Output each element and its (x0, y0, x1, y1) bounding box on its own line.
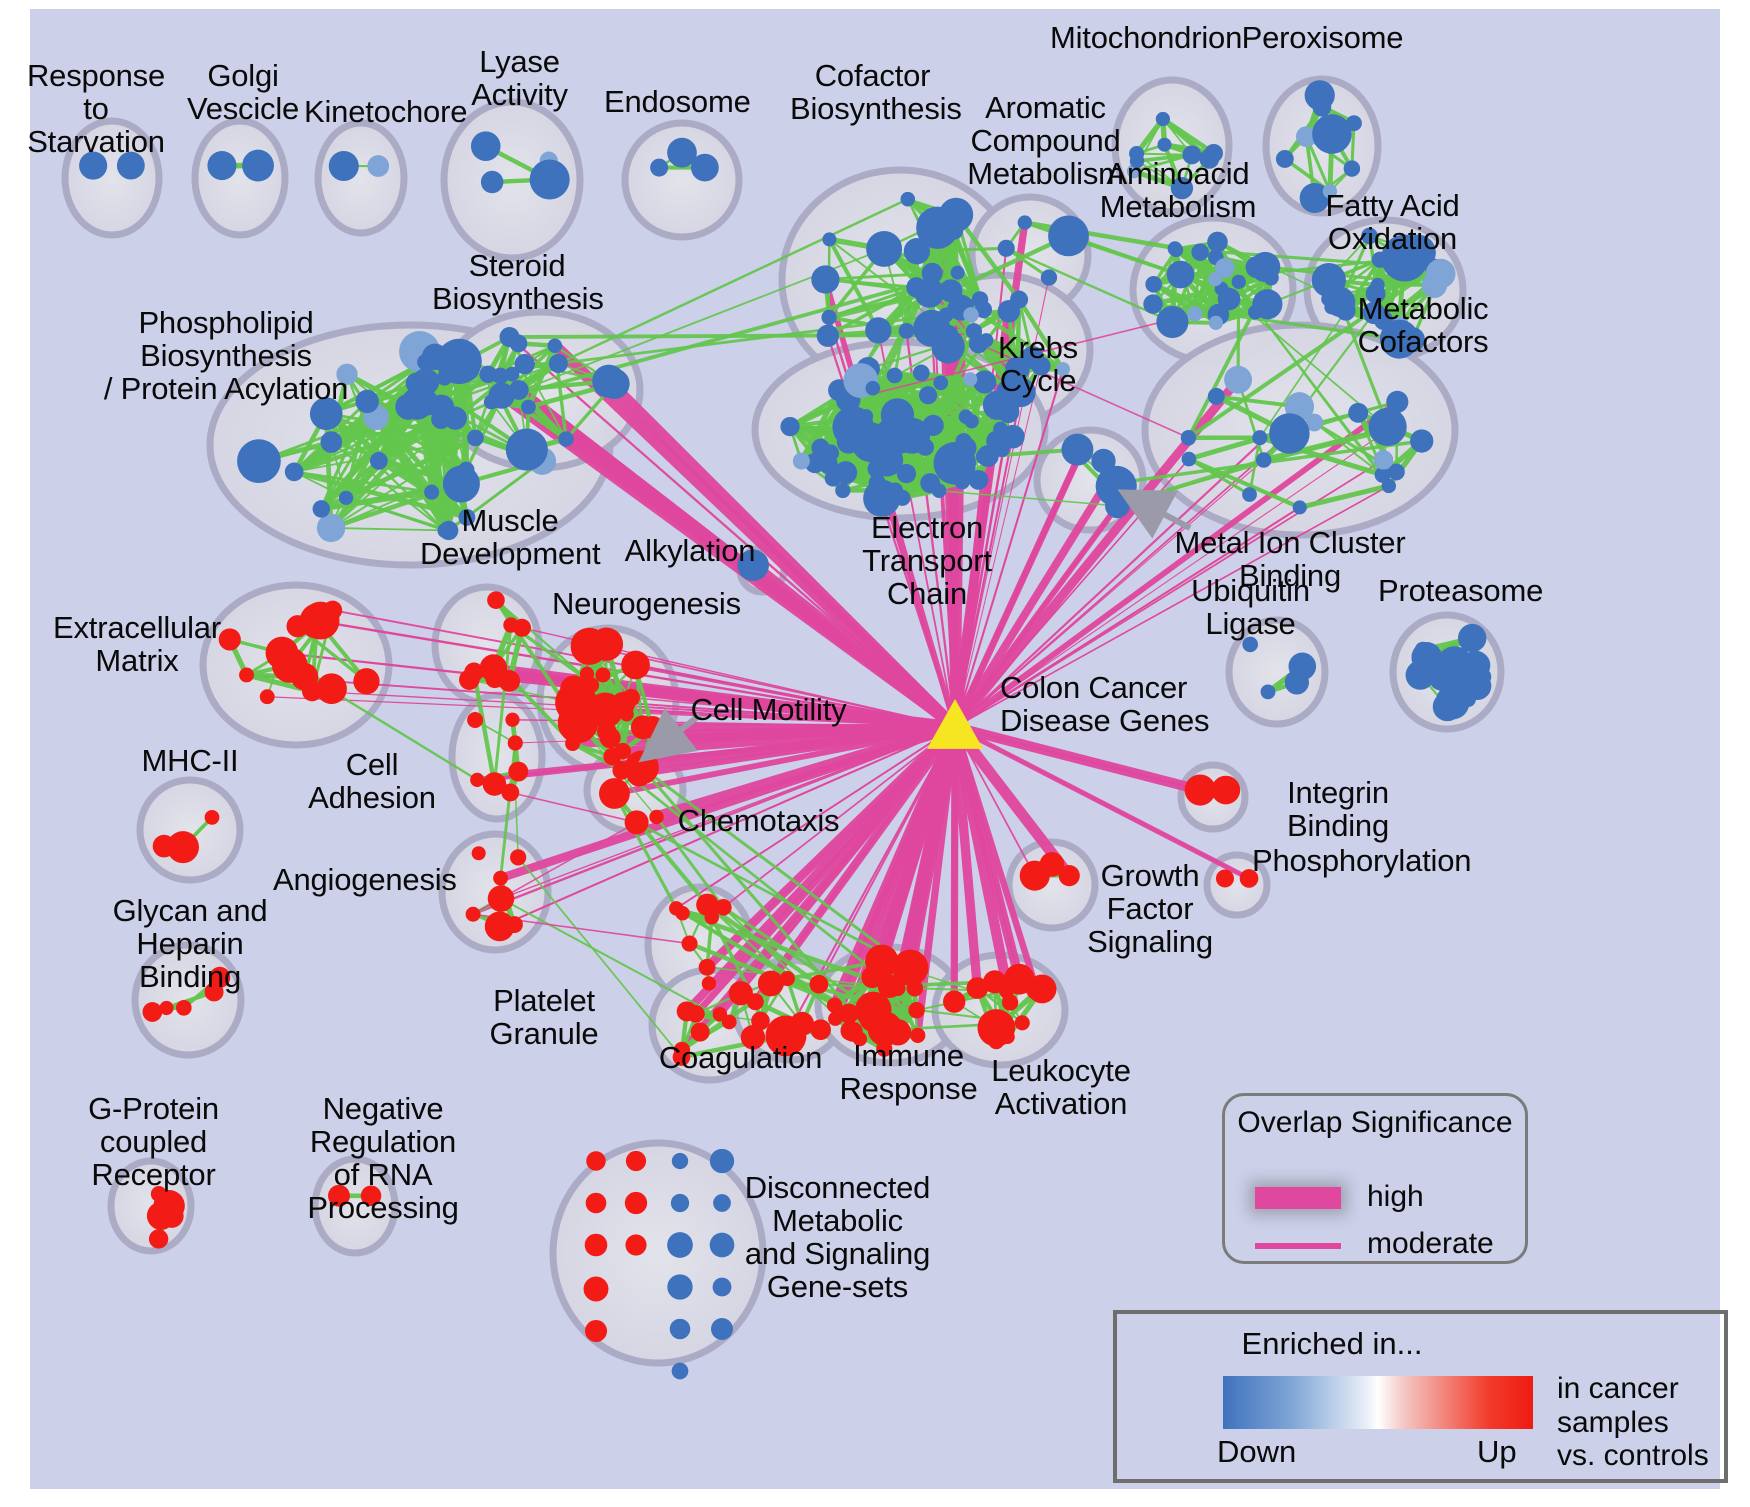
legend-overlap-high-swatch (1255, 1187, 1341, 1209)
cluster-label-fatty-acid-oxidation: Fatty Acid Oxidation (1325, 188, 1460, 256)
cluster-label-lyase-activity: Lyase Activity (471, 44, 568, 112)
cluster-label-aminoacid-metabolism: Aminoacid Metabolism (1099, 156, 1257, 224)
cluster-label-neurogenesis: Neurogenesis (552, 586, 741, 621)
cluster-label-phospholipid-biosynthesis: Phospholipid Biosynthesis / Protein Acyl… (103, 305, 349, 406)
cluster-label-angiogenesis: Angiogenesis (273, 862, 457, 897)
cluster-label-negative-regulation-rna-processing: Negative Regulation of RNA Processing (307, 1091, 459, 1225)
cluster-label-kinetochore: Kinetochore (304, 94, 468, 129)
legend-enriched-side-text: in cancer samples vs. controls (1557, 1372, 1709, 1473)
hub-label: Colon Cancer Disease Genes (1000, 670, 1210, 738)
cluster-label-platelet-granule: Platelet Granule (489, 983, 599, 1051)
cluster-label-metabolic-cofactors: Metabolic Cofactors (1357, 291, 1489, 359)
legend-overlap-moderate-swatch (1255, 1243, 1341, 1249)
cluster-label-steroid-biosynthesis: Steroid Biosynthesis (432, 248, 604, 316)
cluster-label-alkylation: Alkylation (624, 533, 756, 568)
legend-overlap-significance: Overlap Significance high moderate (1222, 1093, 1528, 1264)
cluster-label-endosome: Endosome (604, 84, 751, 119)
legend-overlap-moderate-label: moderate (1367, 1227, 1494, 1260)
legend-overlap-title: Overlap Significance (1237, 1106, 1513, 1139)
cluster-label-krebs-cycle: Krebs Cycle (998, 330, 1078, 398)
cluster-label-phosphorylation: Phosphorylation (1252, 843, 1472, 878)
cluster-label-aromatic-compound-metabolism: Aromatic Compound Metabolism (967, 90, 1124, 191)
cluster-label-mhc-ii: MHC-II (141, 743, 239, 778)
cluster-label-glycan-heparin-binding: Glycan and Heparin Binding (112, 893, 268, 994)
cluster-label-disconnected-gene-sets: Disconnected Metabolic and Signaling Gen… (744, 1170, 931, 1304)
cluster-label-golgi-vesicle: Golgi Vescicle (186, 58, 300, 126)
cluster-label-electron-transport-chain: Electron Transport Chain (862, 510, 992, 611)
cluster-label-peroxisome: Peroxisome (1241, 20, 1404, 55)
cluster-label-gpcr: G-Protein coupled Receptor (88, 1091, 219, 1192)
cluster-label-chemotaxis: Chemotaxis (677, 803, 840, 838)
legend-up-label: Up (1477, 1434, 1517, 1469)
cluster-label-extracellular-matrix: Extracellular Matrix (53, 610, 221, 678)
cluster-label-response-to-starvation: Response to Starvation (27, 58, 165, 159)
cluster-label-growth-factor-signaling: Growth Factor Signaling (1087, 858, 1213, 959)
cluster-label-immune-response: Immune Response (839, 1038, 978, 1106)
cluster-label-coagulation: Coagulation (658, 1040, 823, 1075)
cluster-label-cofactor-biosynthesis: Cofactor Biosynthesis (790, 58, 962, 126)
legend-overlap-high-label: high (1367, 1180, 1424, 1213)
legend-enriched-title: Enriched in... (1241, 1326, 1423, 1361)
legend-down-label: Down (1217, 1434, 1297, 1469)
cluster-label-muscle-development: Muscle Development (420, 503, 601, 571)
cluster-label-cell-motility: Cell Motility (690, 692, 847, 727)
legend-color-gradient-bar (1223, 1376, 1533, 1429)
legend-enriched-in: Enriched in... Down Up in cancer samples… (1113, 1310, 1728, 1483)
cluster-label-proteasome: Proteasome (1378, 573, 1544, 608)
cluster-label-mitochondrion: Mitochondrion (1050, 20, 1243, 55)
cluster-label-cell-adhesion: Cell Adhesion (308, 747, 436, 815)
cluster-label-metal-ion-cluster-binding: Metal Ion Cluster Binding (1174, 525, 1406, 593)
cluster-label-leukocyte-activation: Leukocyte Activation (991, 1053, 1131, 1121)
cluster-label-integrin-binding: Integrin Binding (1286, 775, 1389, 843)
cluster-label-ubiquitin-ligase: Ubiquitin Ligase (1191, 573, 1310, 641)
